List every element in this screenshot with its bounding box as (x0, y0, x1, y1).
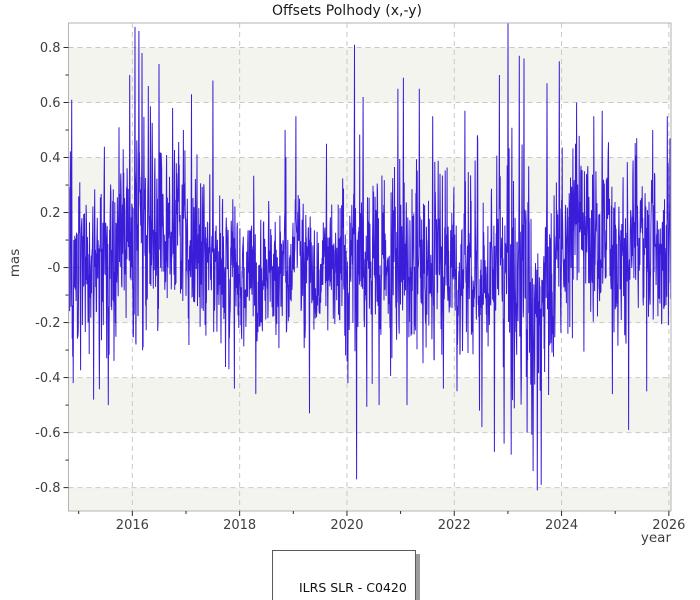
legend: ILRS SLR - C0420 Mean=0.045 STD =0.184 (272, 550, 416, 600)
background-band (68, 487, 671, 511)
tick-label-y: 0.6 (40, 96, 61, 111)
legend-series-name: ILRS SLR - C0420 (299, 580, 407, 595)
tick-label-x: 2026 (652, 518, 685, 533)
x-axis-label: year (640, 530, 671, 546)
tick-label-y: 0.2 (40, 206, 61, 221)
background-band (68, 47, 671, 103)
axes-spines (68, 22, 672, 512)
y-axis-label: mas (7, 248, 23, 278)
tick-label-x: 2018 (223, 518, 256, 533)
tick-label-y: 0.4 (40, 151, 61, 166)
tick-label-y: -0.8 (35, 481, 60, 496)
tick-label-x: 2016 (116, 518, 149, 533)
tick-label-x: 2022 (438, 518, 471, 533)
tick-label-y: -0 (48, 261, 61, 276)
chart-title: Offsets Polhody (x,-y) (271, 3, 423, 19)
tick-label-x: 2024 (545, 518, 578, 533)
tick-label-y: 0.8 (40, 41, 61, 56)
series-line (69, 22, 672, 491)
tick-label-y: -0.6 (35, 426, 60, 441)
legend-text-block: ILRS SLR - C0420 Mean=0.045 STD =0.184 (299, 554, 407, 600)
tick-label-y: -0.2 (35, 316, 60, 331)
tick-label-x: 2020 (330, 518, 363, 533)
background-band (68, 377, 671, 433)
tick-label-y: -0.4 (35, 371, 60, 386)
